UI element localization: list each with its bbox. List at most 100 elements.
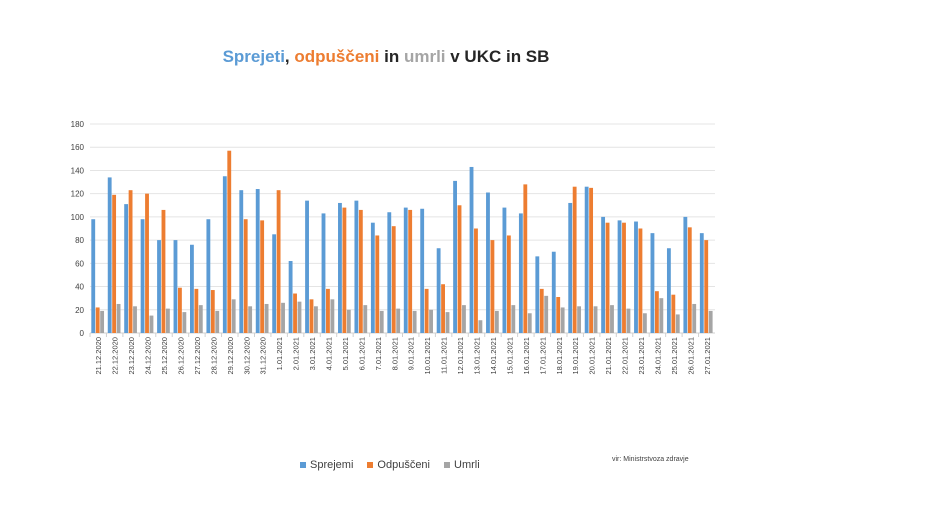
bar-odpuščeni <box>177 287 182 333</box>
y-tick-label: 80 <box>75 236 84 245</box>
y-tick-label: 0 <box>80 329 85 338</box>
bar-umrli <box>560 307 565 333</box>
bar-sprejemi <box>502 207 507 333</box>
x-tick-label: 13.01.2021 <box>473 337 482 375</box>
bar-odpuščeni <box>424 288 429 333</box>
legend-swatch <box>300 462 306 468</box>
x-tick-label: 20.01.2021 <box>588 337 597 375</box>
x-tick-label: 24.01.2021 <box>653 337 662 375</box>
x-tick-label: 7.01.2021 <box>374 337 383 370</box>
bar-odpuščeni <box>194 288 199 333</box>
y-tick-label: 180 <box>71 120 85 129</box>
bar-odpuščeni <box>227 150 232 333</box>
x-tick-label: 29.12.2020 <box>226 337 235 375</box>
bar-sprejemi <box>469 166 474 333</box>
bar-sprejemi <box>568 202 573 333</box>
x-tick-label: 27.12.2020 <box>193 337 202 375</box>
x-tick-label: 10.01.2021 <box>423 337 432 375</box>
bar-sprejemi <box>239 190 244 333</box>
source-note: vir: Ministrstvoza zdravje <box>612 456 689 463</box>
bar-odpuščeni <box>671 294 676 333</box>
bar-sprejemi <box>683 216 688 333</box>
x-tick-label: 22.12.2020 <box>111 337 120 375</box>
legend: Sprejemi Odpuščeni Umrli <box>300 459 480 471</box>
bar-sprejemi <box>338 202 342 333</box>
bar-umrli <box>593 306 598 333</box>
bar-odpuščeni <box>622 222 626 333</box>
bar-umrli <box>626 308 631 333</box>
x-tick-label: 11.01.2021 <box>440 337 449 374</box>
bar-sprejemi <box>157 240 161 333</box>
bar-umrli <box>330 299 335 333</box>
bar-sprejemi <box>436 248 441 333</box>
y-tick-label: 20 <box>75 306 84 315</box>
bar-odpuščeni <box>523 184 528 333</box>
bar-umrli <box>314 306 318 333</box>
bar-odpuščeni <box>161 209 166 333</box>
bar-odpuščeni <box>112 194 117 333</box>
bar-odpuščeni <box>210 290 215 333</box>
x-tick-label: 26.12.2020 <box>176 337 185 375</box>
bar-odpuščeni <box>556 297 561 333</box>
x-tick-label: 31.12.2020 <box>259 337 268 375</box>
bar-sprejemi <box>354 200 359 333</box>
bar-sprejemi <box>272 234 277 333</box>
bar-sprejemi <box>535 256 540 333</box>
bar-umrli <box>215 310 220 333</box>
title-part: , <box>284 47 295 66</box>
bar-sprejemi <box>518 213 523 333</box>
bar-sprejemi <box>190 244 194 333</box>
bar-odpuščeni <box>539 288 544 333</box>
title-part: odpuščeni <box>294 47 380 66</box>
legend-label: Sprejemi <box>310 459 354 471</box>
bar-odpuščeni <box>687 227 692 333</box>
bar-umrli <box>149 315 154 333</box>
bar-sprejemi <box>387 212 392 333</box>
x-tick-label: 21.12.2020 <box>94 337 103 375</box>
bar-odpuščeni <box>95 307 100 333</box>
x-tick-label: 23.01.2021 <box>637 337 646 375</box>
bar-umrli <box>297 301 302 333</box>
bar-sprejemi <box>666 248 671 333</box>
bar-sprejemi <box>453 180 457 333</box>
bar-umrli <box>100 310 105 333</box>
y-tick-label: 120 <box>71 190 85 199</box>
x-tick-label: 2.01.2021 <box>292 337 301 370</box>
legend-item: Sprejemi <box>300 459 353 471</box>
x-tick-label: 3.01.2021 <box>308 337 317 370</box>
bar-sprejemi <box>634 221 638 333</box>
bar-sprejemi <box>486 192 490 333</box>
legend-item: Odpuščeni <box>367 459 430 471</box>
x-tick-label: 16.01.2021 <box>522 337 531 375</box>
legend-label: Odpuščeni <box>377 459 430 471</box>
y-tick-label: 40 <box>75 283 84 292</box>
bar-umrli <box>659 298 664 333</box>
bar-sprejemi <box>617 220 622 333</box>
bar-sprejemi <box>321 213 326 333</box>
title-part: umrli <box>403 47 446 66</box>
x-tick-label: 22.01.2021 <box>621 337 630 375</box>
bar-umrli <box>692 303 697 333</box>
bar-sprejemi <box>140 219 145 333</box>
bar-odpuščeni <box>342 207 347 333</box>
bar-sprejemi <box>222 176 227 333</box>
x-tick-label: 15.01.2021 <box>505 337 514 375</box>
bar-umrli <box>248 306 253 333</box>
bar-sprejemi <box>420 208 425 333</box>
bar-odpuščeni <box>145 193 149 333</box>
x-tick-label: 8.01.2021 <box>390 337 399 370</box>
bar-sprejemi <box>601 216 606 333</box>
bar-umrli <box>429 309 433 333</box>
bar-umrli <box>363 305 368 333</box>
bar-sprejemi <box>173 240 178 333</box>
y-tick-label: 60 <box>75 259 84 268</box>
bar-odpuščeni <box>589 187 594 333</box>
legend-label: Umrli <box>454 459 480 471</box>
bar-sprejemi <box>288 261 293 333</box>
bar-odpuščeni <box>506 235 511 333</box>
bar-umrli <box>610 305 614 333</box>
bar-umrli <box>511 305 516 333</box>
bar-sprejemi <box>206 219 211 333</box>
x-tick-label: 5.01.2021 <box>341 337 350 370</box>
bar-odpuščeni <box>276 190 281 333</box>
